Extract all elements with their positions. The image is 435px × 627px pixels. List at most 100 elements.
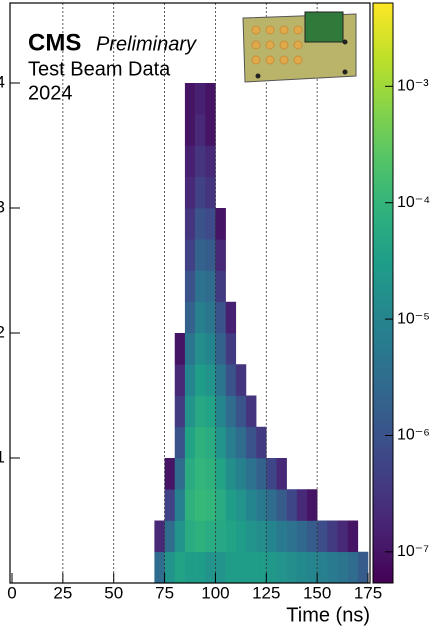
- heatmap-cell: [195, 145, 206, 178]
- x-tick-label: 175: [354, 583, 382, 602]
- y-tick-label: 2: [0, 322, 5, 341]
- heatmap-cell: [195, 83, 206, 115]
- heatmap-cell: [225, 333, 237, 365]
- heatmap-cell: [184, 489, 196, 521]
- heatmap-cell: [215, 520, 226, 553]
- heatmap-cell: [205, 551, 216, 584]
- heatmap-cell: [195, 458, 206, 490]
- x-tick-label: 125: [252, 583, 280, 602]
- heatmap-cell: [235, 551, 247, 584]
- heatmap-cell: [235, 395, 247, 428]
- heatmap-cell: [205, 145, 216, 178]
- heatmap-cell: [184, 270, 196, 303]
- heatmap-cell: [205, 489, 216, 521]
- heatmap-cell: [296, 489, 308, 521]
- title: CMS: [28, 29, 81, 56]
- heatmap-cell: [337, 551, 348, 584]
- heatmap-cell: [205, 333, 216, 365]
- heatmap-cell: [215, 364, 226, 396]
- heatmap-cell: [184, 551, 196, 584]
- heatmap-cell: [164, 489, 176, 521]
- heatmap-cell: [205, 301, 216, 334]
- x-axis-label: Time (ns): [286, 604, 370, 626]
- heatmap-cell: [215, 551, 226, 584]
- heatmap-cell: [184, 239, 196, 271]
- heatmap-cell: [225, 426, 237, 459]
- heatmap-cell: [154, 551, 165, 584]
- heatmap-cell: [174, 458, 186, 490]
- heatmap-cell: [164, 458, 176, 490]
- y-tick-label: 4: [0, 72, 5, 91]
- heatmap-cell: [174, 395, 186, 428]
- heatmap-cell: [164, 520, 176, 553]
- heatmap-cell: [286, 489, 298, 521]
- heatmap-cell: [215, 239, 226, 271]
- heatmap-cell: [174, 520, 186, 553]
- heatmap-cell: [276, 520, 287, 553]
- heatmap-cell: [195, 176, 206, 209]
- heatmap-cell: [235, 458, 247, 490]
- heatmap-cell: [256, 520, 267, 553]
- heatmap-cell: [205, 520, 216, 553]
- subtitle: Preliminary: [96, 33, 197, 55]
- heatmap-cell: [205, 83, 216, 115]
- heatmap-cell: [276, 551, 287, 584]
- heatmap-cell: [347, 551, 359, 584]
- heatmap-cell: [205, 395, 216, 428]
- heatmap-cell: [225, 364, 237, 396]
- heatmap-cell: [306, 489, 318, 521]
- heatmap-cell: [225, 301, 237, 334]
- heatmap-cell: [256, 426, 267, 459]
- heatmap-cell: [266, 458, 277, 490]
- colorbar-tick-label: 10⁻⁶: [397, 427, 430, 444]
- heatmap-cell: [195, 551, 206, 584]
- heatmap-cell: [215, 458, 226, 490]
- heatmap-cell: [235, 520, 247, 553]
- heatmap-cell: [245, 426, 257, 459]
- colorbar-tick-label: 10⁻⁴: [397, 194, 430, 211]
- heatmap-cell: [184, 208, 196, 240]
- x-tick-label: 50: [104, 583, 123, 602]
- heatmap-cell: [215, 333, 226, 365]
- heatmap-cell: [215, 395, 226, 428]
- heatmap-cell: [256, 489, 267, 521]
- heatmap-cell: [357, 551, 369, 584]
- heatmap-cell: [174, 426, 186, 459]
- heatmap-cell: [317, 520, 328, 553]
- heatmap-cell: [195, 270, 206, 303]
- heatmap-cell: [154, 520, 165, 553]
- annotation: 2024: [28, 82, 73, 104]
- heatmap-cell: [184, 145, 196, 178]
- x-tick-label: 150: [303, 583, 331, 602]
- heatmap-cell: [276, 489, 287, 521]
- heatmap-cell: [174, 333, 186, 365]
- heatmap-cell: [317, 551, 328, 584]
- heatmap-cell: [286, 520, 298, 553]
- heatmap-cell: [225, 395, 237, 428]
- heatmap-cell: [184, 114, 196, 146]
- heatmap-cell: [296, 520, 308, 553]
- colorbar-tick-label: 10⁻⁷: [397, 543, 429, 560]
- heatmap-cell: [205, 364, 216, 396]
- heatmap-cell: [337, 520, 348, 553]
- heatmap-cell: [174, 364, 186, 396]
- heatmap-cell: [184, 333, 196, 365]
- heatmap-cell: [184, 83, 196, 115]
- heatmap-cell: [256, 458, 267, 490]
- heatmap-cell: [266, 520, 277, 553]
- heatmap-cell: [205, 239, 216, 271]
- heatmap-cell: [276, 458, 287, 490]
- heatmap-cell: [235, 364, 247, 396]
- heatmap-cell: [174, 489, 186, 521]
- heatmap-cell: [327, 520, 338, 553]
- heatmap-cell: [195, 301, 206, 334]
- x-tick-label: 25: [53, 583, 72, 602]
- heatmap-cell: [195, 395, 206, 428]
- heatmap-cell: [245, 520, 257, 553]
- heatmap-cell: [245, 395, 257, 428]
- heatmap-cell: [195, 114, 206, 146]
- heatmap-cell: [266, 551, 277, 584]
- plot-frame: [9, 2, 371, 584]
- x-tick-label: 100: [201, 583, 229, 602]
